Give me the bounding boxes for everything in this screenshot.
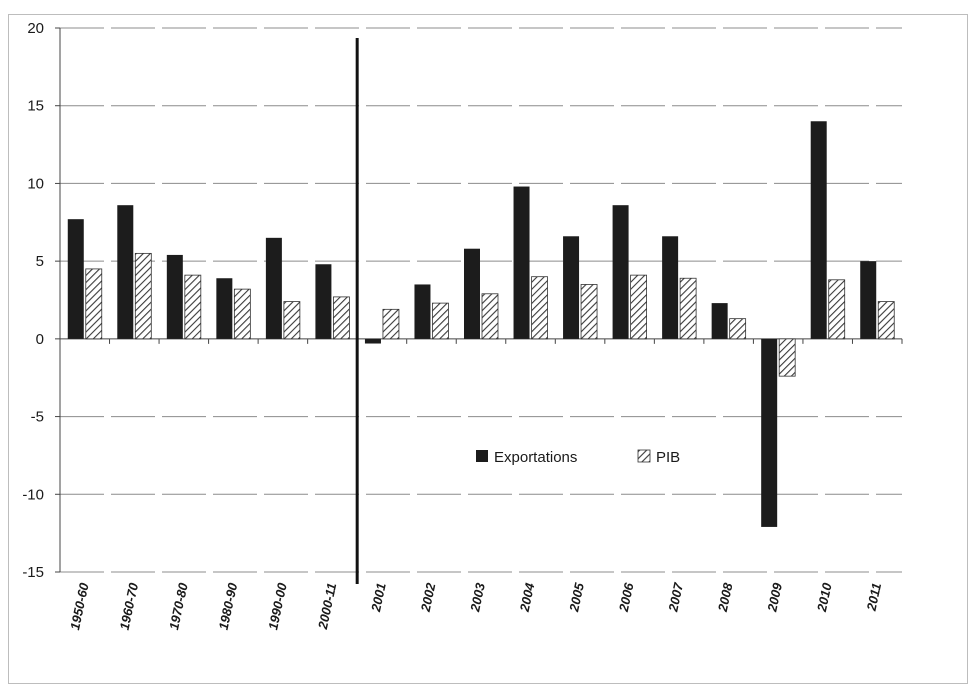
legend-swatch-pib bbox=[637, 449, 651, 463]
x-tick-label: 2006 bbox=[616, 581, 637, 614]
y-tick-label: 10 bbox=[27, 175, 44, 192]
bar-exportations-2008 bbox=[711, 303, 728, 339]
x-tick-label: 2003 bbox=[467, 581, 488, 614]
bar-pib-2003 bbox=[481, 293, 499, 340]
x-tick-label: 2001 bbox=[368, 582, 389, 614]
bar-exportations-1990-00 bbox=[265, 237, 282, 339]
legend-label-pib: PIB bbox=[656, 449, 680, 466]
y-tick-label: -10 bbox=[22, 486, 44, 503]
bar-exportations-1980-90 bbox=[216, 278, 233, 339]
bar-exportations-2002 bbox=[414, 284, 431, 339]
bar-exportations-2001 bbox=[364, 338, 381, 344]
bar-pib-2004 bbox=[531, 276, 548, 340]
bars bbox=[67, 121, 895, 527]
x-tick-label: 2011 bbox=[863, 582, 884, 613]
bar-pib-2001 bbox=[382, 308, 400, 340]
x-tick-label: 1990-00 bbox=[265, 581, 290, 632]
bar-exportations-2000-11 bbox=[315, 264, 332, 339]
bar-pib-1970-80 bbox=[184, 274, 202, 340]
bar-pib-2002 bbox=[432, 302, 449, 340]
bar-pib-2010 bbox=[828, 279, 846, 340]
x-tick-label: 1970-80 bbox=[166, 581, 191, 632]
bar-exportations-2009 bbox=[761, 338, 778, 527]
bar-pib-2006 bbox=[630, 274, 647, 340]
bar-exportations-2005 bbox=[563, 236, 580, 339]
x-tick-label: 2009 bbox=[764, 581, 785, 614]
bar-exportations-2004 bbox=[513, 186, 530, 339]
y-tick-label: -15 bbox=[22, 564, 44, 581]
x-tick-label: 2007 bbox=[665, 581, 686, 614]
bar-exportations-2010 bbox=[810, 121, 827, 339]
bar-exportations-2006 bbox=[612, 205, 629, 339]
bar-pib-1950-60 bbox=[85, 268, 103, 340]
y-tick-label: -5 bbox=[31, 409, 44, 426]
x-tick-label: 2002 bbox=[418, 581, 439, 614]
legend: Exportations PIB bbox=[476, 449, 680, 466]
y-tick-label: 5 bbox=[36, 253, 44, 270]
bar-exportations-1960-70 bbox=[117, 205, 134, 339]
bar-exportations-2003 bbox=[464, 248, 480, 339]
x-tick-label: 2000-11 bbox=[315, 582, 340, 632]
bar-pib-2011 bbox=[877, 301, 895, 340]
x-tick-label: 2008 bbox=[715, 581, 736, 614]
legend-swatch-exportations bbox=[476, 450, 488, 462]
bar-pib-2000-11 bbox=[333, 296, 350, 340]
y-tick-label: 20 bbox=[27, 20, 44, 37]
bar-exportations-1970-80 bbox=[166, 254, 183, 339]
bar-pib-1990-00 bbox=[283, 301, 301, 340]
y-tick-label: 15 bbox=[27, 98, 44, 115]
bar-exportations-1950-60 bbox=[67, 219, 84, 339]
y-tick-label: 0 bbox=[36, 331, 44, 348]
legend-label-exportations: Exportations bbox=[494, 449, 577, 466]
x-tick-label: 2004 bbox=[517, 581, 538, 614]
bar-pib-2009 bbox=[778, 338, 796, 377]
bar-exportations-2007 bbox=[662, 236, 679, 339]
bar-pib-2008 bbox=[729, 318, 747, 340]
bar-pib-1980-90 bbox=[233, 288, 251, 340]
x-tick-label: 1950-60 bbox=[67, 581, 92, 632]
bar-pib-1960-70 bbox=[134, 252, 152, 340]
x-tick-label: 1980-90 bbox=[216, 581, 241, 632]
x-tick-label: 2010 bbox=[814, 581, 835, 614]
bar-pib-2007 bbox=[679, 277, 697, 340]
x-tick-label: 1960-70 bbox=[117, 581, 142, 632]
x-tick-label: 2005 bbox=[566, 581, 587, 614]
bar-exportations-2011 bbox=[860, 261, 877, 339]
bar-pib-2005 bbox=[580, 284, 598, 340]
